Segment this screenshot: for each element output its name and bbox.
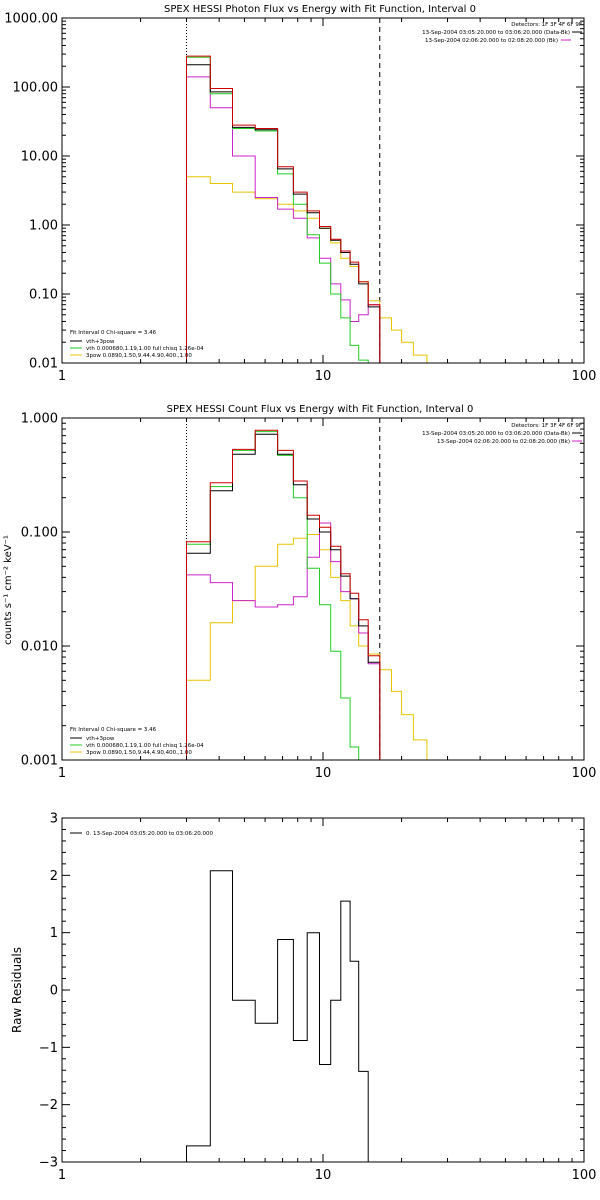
- photon-top-right-notes: Detectors: 1F 3F 4F 6F 9F 13-Sep-2004 03…: [422, 22, 582, 44]
- count-detectors-note: Detectors: 1F 3F 4F 6F 9F: [511, 423, 582, 429]
- panel2-x-tick-label: 100: [572, 1168, 597, 1183]
- panel2-y-tick-label: −2: [39, 1098, 58, 1113]
- panel0-x-tick-label: 1: [58, 369, 66, 384]
- count-fit-header: Fit Interval 0 Chi-square = 3.46: [70, 727, 157, 733]
- panel1-series-1-histogram: [186, 429, 381, 760]
- count-bk-interval-note: 13-Sep-2004 02:06:20.000 to 02:08:20.000…: [437, 439, 570, 445]
- panel0-y-tick-label: 0.10: [29, 288, 58, 303]
- panel2-x-tick-label: 10: [315, 1168, 332, 1183]
- residuals-y-axis-label: Raw Residuals: [10, 947, 24, 1033]
- count-chart-title: SPEX HESSI Count Flux vs Energy with Fit…: [167, 404, 474, 415]
- photon-chart-title: SPEX HESSI Photon Flux vs Energy with Fi…: [164, 4, 476, 15]
- panel0-y-tick-label: 0.01: [29, 357, 58, 372]
- panel2-y-tick-label: 1: [50, 926, 58, 941]
- panel1-x-tick-label: 10: [315, 766, 332, 781]
- count-legend-total: vth+3pow: [86, 736, 115, 742]
- photon-plot-area: 1 10 100 0.01 0.10 1.00 10.00 100.00 1000.00: [4, 12, 596, 385]
- photon-detectors-note: Detectors: 1F 3F 4F 6F 9F: [511, 22, 582, 28]
- panel0-x-tick-label: 10: [315, 369, 332, 384]
- count-top-right-notes: Detectors: 1F 3F 4F 6F 9F 13-Sep-2004 03…: [422, 423, 582, 445]
- photon-legend-total: vth+3pow: [86, 339, 115, 345]
- panel0-y-tick-label: 1.00: [29, 219, 58, 234]
- panel0-y-tick-label: 100.00: [13, 81, 59, 96]
- residuals-panel: Raw Residuals 1 10 100 −3 −2 −1 0 1 2 3 0. 13-Sep…: [10, 812, 596, 1184]
- photon-legend-3pow: 3pow 0.0890,1.50,9.44,4.90,400.,1.00: [86, 353, 192, 359]
- count-plot-area: 1 10 100 0.001 0.010 0.100 1.000: [21, 412, 597, 782]
- photon-legend-vth: vth 0.000680,1.19,1.00 full chisq 1.26e-…: [86, 346, 204, 352]
- panel2-y-tick-label: 0: [50, 984, 58, 999]
- panel1-y-tick-label: 0.100: [21, 526, 58, 541]
- panel0-series-1-histogram: [186, 55, 381, 363]
- panel1-y-tick-label: 0.001: [21, 754, 58, 769]
- residuals-plot-area: 1 10 100 −3 −2 −1 0 1 2 3: [39, 812, 597, 1184]
- count-y-axis-label: counts s⁻¹ cm⁻² keV⁻¹: [3, 535, 14, 645]
- panel1-y-tick-label: 1.000: [21, 412, 58, 427]
- panel0-x-tick-label: 100: [572, 369, 597, 384]
- photon-fit-header: Fit Interval 0 Chi-square = 3.46: [70, 330, 157, 336]
- panel2-x-tick-label: 1: [58, 1168, 66, 1183]
- count-legend-vth: vth 0.000680,1.19,1.00 full chisq 1.26e-…: [86, 743, 204, 749]
- count-fit-legend: Fit Interval 0 Chi-square = 3.46 vth+3po…: [70, 727, 204, 756]
- count-data-interval-note: 13-Sep-2004 03:05:20.000 to 03:06:20.000…: [422, 431, 570, 437]
- panel0-y-tick-label: 1000.00: [4, 12, 58, 27]
- photon-fit-legend: Fit Interval 0 Chi-square = 3.46 vth+3po…: [70, 330, 204, 359]
- panel2-y-tick-label: 3: [50, 812, 58, 827]
- panel2-y-tick-label: 2: [50, 869, 58, 884]
- panel2-y-tick-label: −1: [39, 1041, 58, 1056]
- residuals-legend: 0. 13-Sep-2004 03:05:20.000 to 03:06:20.…: [70, 831, 213, 837]
- photon-flux-panel: SPEX HESSI Photon Flux vs Energy with Fi…: [4, 4, 596, 384]
- panel2-y-tick-label: −3: [39, 1156, 58, 1171]
- photon-data-interval-note: 13-Sep-2004 03:05:20.000 to 03:06:20.000…: [422, 30, 570, 36]
- panel0-series-5-histogram: [186, 76, 381, 363]
- panel1-x-tick-label: 1: [58, 766, 66, 781]
- count-legend-3pow: 3pow 0.0890,1.50,9.44,4.90,400.,1.00: [86, 750, 192, 756]
- photon-bk-interval-note: 13-Sep-2004 02:06:20.000 to 02:08:20.000…: [425, 38, 558, 44]
- panel0-y-tick-label: 10.00: [21, 150, 58, 165]
- panel2-series-0-histogram: [186, 870, 380, 1162]
- panel0-series-4-histogram: [186, 176, 428, 363]
- panel1-x-tick-label: 100: [572, 766, 597, 781]
- count-flux-panel: SPEX HESSI Count Flux vs Energy with Fit…: [3, 404, 596, 781]
- panel1-y-tick-label: 0.010: [21, 640, 58, 655]
- residuals-legend-label: 0. 13-Sep-2004 03:05:20.000 to 03:06:20.…: [86, 831, 213, 837]
